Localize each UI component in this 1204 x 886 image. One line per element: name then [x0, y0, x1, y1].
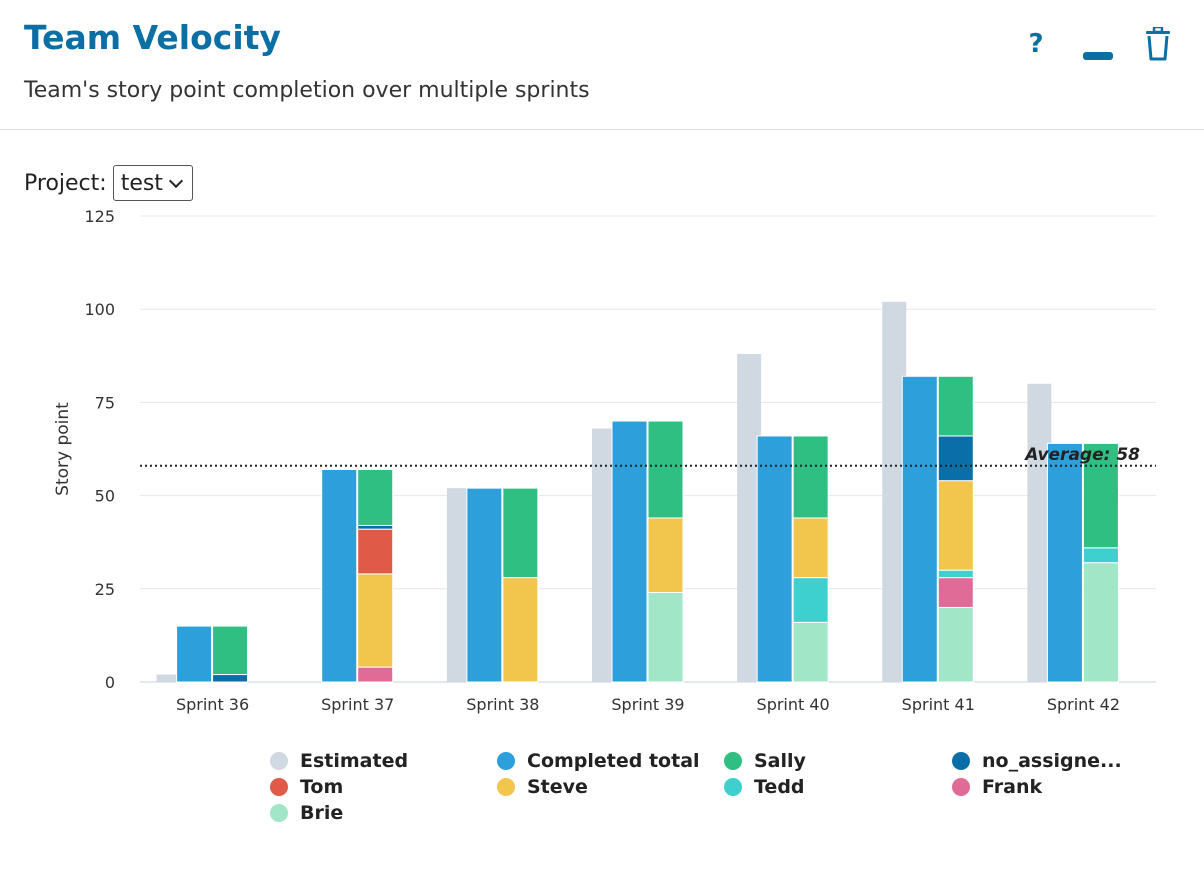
legend-item[interactable]: Steve: [497, 776, 588, 798]
widget-header: Team Velocity Team's story point complet…: [0, 0, 1204, 130]
x-tick-label: Sprint 38: [466, 695, 539, 714]
stack-segment-sally: [1082, 442, 1119, 549]
legend-item[interactable]: Brie: [270, 802, 343, 824]
x-tick-label: Sprint 42: [1047, 695, 1120, 714]
x-tick-label: Sprint 41: [902, 695, 975, 714]
completed-total-bar: [756, 435, 793, 683]
stack-segment-sally: [647, 420, 684, 519]
legend-swatch: [270, 778, 288, 796]
project-label: Project:: [24, 170, 107, 196]
y-axis-label: Story point: [53, 402, 73, 496]
stack-segment-sally: [502, 487, 539, 579]
y-tick-label: 100: [84, 300, 115, 319]
minimize-button[interactable]: [1078, 24, 1118, 64]
stack-segment-no-assignee: [937, 435, 974, 482]
legend-label: Completed total: [527, 750, 700, 772]
legend-item[interactable]: Sally: [724, 750, 806, 772]
completed-total-bar: [611, 420, 648, 683]
stack-segment-steve: [937, 480, 974, 571]
delete-button[interactable]: [1138, 24, 1178, 64]
y-tick-label: 25: [95, 580, 115, 599]
help-icon: ?: [1028, 29, 1044, 59]
legend-label: Tom: [300, 776, 344, 798]
stack-segment-steve: [502, 577, 539, 683]
chevron-down-icon: [168, 173, 184, 189]
legend-label: Tedd: [754, 776, 805, 798]
page-subtitle: Team's story point completion over multi…: [24, 78, 590, 103]
legend-item[interactable]: Estimated: [270, 750, 408, 772]
y-tick-label: 75: [95, 393, 115, 412]
stack-segment-steve: [647, 517, 684, 594]
legend-item[interactable]: Completed total: [497, 750, 700, 772]
project-filter: Project: test: [24, 165, 193, 201]
legend-item[interactable]: Frank: [952, 776, 1042, 798]
stack-segment-frank: [357, 666, 394, 683]
legend-swatch: [724, 752, 742, 770]
x-tick-label: Sprint 37: [321, 695, 394, 714]
average-label: Average: 58: [1023, 445, 1140, 465]
stack-segment-steve: [792, 517, 829, 579]
velocity-chart: 0 25 50 75 100 125 Story point Sprint 36 Sprint …: [53, 207, 1156, 714]
legend-label: Brie: [300, 802, 344, 824]
minimize-icon: [1083, 52, 1113, 60]
stack-segment-sally: [792, 435, 829, 519]
legend-swatch: [270, 752, 288, 770]
legend-label: no_assigne...: [982, 750, 1122, 772]
stack-segment-sally: [937, 375, 974, 437]
stack-segment-tedd: [792, 577, 829, 623]
legend-swatch: [497, 752, 515, 770]
stack-segment-sally: [212, 625, 249, 676]
y-tick-label: 125: [84, 207, 115, 226]
y-tick-label: 0: [105, 673, 115, 692]
project-select[interactable]: test: [112, 165, 193, 201]
completed-total-bar: [1046, 442, 1083, 683]
completed-total-bar: [901, 375, 938, 683]
page-title: Team Velocity: [24, 18, 281, 57]
trash-icon: [1146, 27, 1170, 61]
legend-swatch: [497, 778, 515, 796]
legend-item[interactable]: Tom: [270, 776, 343, 798]
estimated-bar: [156, 674, 181, 682]
x-tick-label: Sprint 39: [611, 695, 684, 714]
stack-segment-sally: [357, 469, 394, 526]
y-tick-label: 50: [95, 487, 115, 506]
legend-swatch: [270, 804, 288, 822]
stack-segment-no-assignee: [357, 524, 394, 530]
help-button[interactable]: ?: [1016, 24, 1056, 64]
stack-segment-brie: [1082, 562, 1119, 683]
stack-segment-brie: [647, 592, 684, 683]
x-tick-label: Sprint 40: [757, 695, 830, 714]
legend-swatch: [952, 778, 970, 796]
stack-segment-frank: [937, 577, 974, 608]
completed-total-bar: [176, 625, 213, 683]
legend-swatch: [952, 752, 970, 770]
project-value: test: [120, 170, 163, 196]
legend-label: Sally: [754, 750, 806, 772]
legend-label: Estimated: [300, 750, 409, 772]
stack-segment-tom: [357, 528, 394, 575]
stack-segment-no-assignee: [212, 674, 249, 683]
x-tick-label: Sprint 36: [176, 695, 249, 714]
legend-item[interactable]: Tedd: [724, 776, 805, 798]
stack-segment-tedd: [1082, 547, 1119, 564]
legend-label: Frank: [982, 776, 1043, 798]
stack-segment-steve: [357, 573, 394, 668]
stack-segment-tedd: [937, 569, 974, 579]
legend-swatch: [724, 778, 742, 796]
completed-total-bar: [466, 487, 503, 683]
stack-segment-brie: [792, 621, 829, 683]
legend-item[interactable]: no_assigne...: [952, 750, 1122, 772]
legend-label: Steve: [527, 776, 588, 798]
stack-segment-brie: [937, 606, 974, 683]
completed-total-bar: [321, 469, 358, 683]
